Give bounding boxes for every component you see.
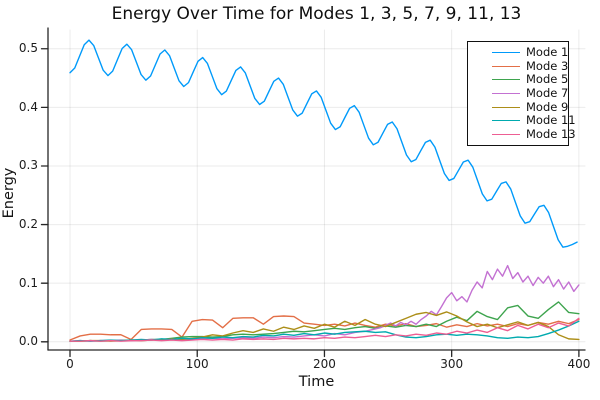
legend-line-sample — [492, 93, 520, 95]
y-tick-label: 0.0 — [18, 334, 38, 349]
legend-label: Mode 5 — [526, 72, 569, 87]
x-tick-label: 100 — [185, 357, 209, 371]
y-tick-label: 0.4 — [18, 99, 38, 114]
chart-title: Energy Over Time for Modes 1, 3, 5, 7, 9… — [111, 4, 522, 24]
legend-entry-mode-9: Mode 9 — [468, 100, 568, 114]
legend-entry-mode-5: Mode 5 — [468, 73, 568, 87]
legend-line-sample — [492, 106, 520, 108]
legend: Mode 1 Mode 3 Mode 5 Mode 7 Mode 9 Mode 11 Mod… — [467, 41, 576, 147]
legend-label: Mode 1 — [526, 45, 569, 60]
x-axis-label: Time — [298, 374, 335, 390]
legend-entry-mode-3: Mode 3 — [468, 58, 569, 74]
legend-line-sample — [492, 65, 520, 67]
legend-entry-mode-11: Mode 11 — [468, 114, 576, 128]
legend-line-sample — [492, 52, 520, 54]
legend-label: Mode 7 — [526, 86, 569, 101]
x-tick-label: 300 — [440, 357, 464, 371]
y-tick-label: 0.3 — [18, 158, 38, 173]
legend-label: Mode 3 — [526, 58, 569, 73]
legend-line-sample — [492, 120, 520, 122]
legend-entry-mode-1: Mode 1 — [468, 46, 568, 60]
x-tick-label: 0 — [66, 357, 74, 371]
legend-label: Mode 11 — [526, 113, 576, 128]
legend-line-sample — [492, 79, 520, 81]
y-tick-label: 0.1 — [18, 275, 38, 290]
legend-entry-mode-13: Mode 13 — [468, 127, 576, 142]
legend-line-sample — [492, 133, 520, 135]
y-tick-label: 0.5 — [18, 41, 38, 56]
x-tick-label: 400 — [567, 357, 591, 371]
legend-entry-mode-7: Mode 7 — [468, 87, 568, 101]
y-tick-label: 0.2 — [18, 217, 38, 232]
x-tick-label: 200 — [312, 357, 336, 371]
legend-label: Mode 9 — [526, 99, 569, 114]
legend-label: Mode 13 — [526, 126, 576, 141]
y-axis-label: Energy — [1, 167, 17, 219]
